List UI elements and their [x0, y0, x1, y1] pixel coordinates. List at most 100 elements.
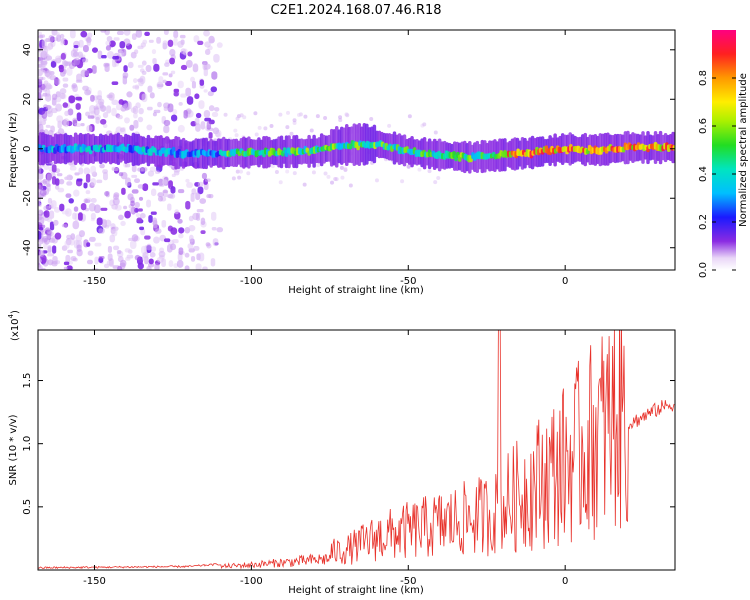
spectrogram-cell	[178, 102, 183, 106]
spectrogram-cell	[185, 59, 193, 68]
spectrogram-cell	[47, 253, 54, 257]
spectrogram-cell	[82, 44, 89, 53]
spectrogram-cell	[147, 170, 155, 177]
spectrogram-cell	[52, 220, 59, 225]
spectrogram-cell	[292, 171, 297, 176]
snr-scale-exponent: 4	[7, 313, 15, 318]
spectrogram-cell	[173, 30, 179, 39]
spectrogram-cell	[65, 193, 72, 198]
spectrogram-cell	[126, 91, 133, 98]
snr-xlabel: Height of straight line (km)	[288, 585, 424, 596]
spectrogram-cell	[46, 173, 52, 182]
spectrogram-cell	[112, 197, 120, 206]
spectrogram-cell	[149, 251, 156, 258]
spectrogram-cell	[186, 182, 194, 188]
spectrogram-cell	[162, 79, 167, 84]
spectrogram-cell	[94, 204, 101, 214]
spectrogram-cell	[200, 121, 206, 130]
spectrogram-cell	[50, 125, 55, 133]
spectrogram-cell	[57, 120, 62, 129]
spectrogram-cell	[106, 35, 113, 42]
spectrogram-cell	[211, 71, 218, 80]
spectrogram-cell	[45, 104, 52, 110]
spectrogram-cell	[150, 211, 157, 215]
spectrogram-cell	[148, 39, 154, 43]
spectrogram-cell	[80, 123, 85, 127]
spectrogram-cell	[338, 118, 343, 123]
spectrogram-cell	[72, 84, 78, 93]
spectrogram-cell	[39, 189, 47, 197]
spectrogram-cell	[152, 217, 158, 226]
spectrogram-cell	[100, 118, 107, 125]
spectrogram-cell	[123, 205, 128, 210]
spectrogram-cell	[188, 224, 196, 232]
spectrogram-cell	[177, 253, 183, 261]
spectrogram-cell	[76, 178, 83, 182]
spectrogram-cell	[164, 62, 170, 67]
snr-y-tick-label: 1.0	[22, 436, 33, 452]
spectrogram-cell	[433, 180, 438, 185]
spectrogram-cell	[111, 107, 117, 117]
spectrogram-cell	[138, 196, 144, 201]
snr-scale-suffix: )	[10, 310, 21, 314]
spectrogram-cell	[54, 232, 62, 240]
snr-scale-label: (x104)	[7, 310, 21, 341]
spectrogram-cell	[54, 31, 60, 36]
spectrogram-cell	[90, 212, 96, 220]
spectrogram-cell	[169, 48, 176, 57]
spectrogram-frame	[37, 29, 676, 271]
spectrogram-cell	[77, 51, 84, 59]
spectrogram-cell	[198, 252, 205, 262]
spectrogram-cell	[158, 76, 164, 85]
spectrogram-cell	[129, 124, 135, 131]
spectrogram-cell	[169, 57, 175, 65]
spectrogram-cell	[51, 164, 57, 173]
spectrogram-cell	[60, 52, 66, 60]
spectrogram-cell	[131, 189, 139, 194]
spectrogram-cell	[417, 167, 422, 172]
spectrogram-cell	[195, 263, 202, 270]
spectrogram-cell	[48, 34, 54, 43]
snr-x-tick-label: -100	[240, 576, 263, 587]
snr-y-tick-label: 0.5	[22, 499, 33, 515]
spectrogram-cell	[157, 101, 162, 108]
spectrogram-cell	[88, 203, 96, 212]
spectrogram-cell	[171, 173, 176, 178]
spectrogram-cell	[49, 221, 55, 231]
spectrogram-cell	[199, 79, 205, 86]
spectrogram-cell	[132, 85, 140, 89]
spectrogram-cell	[144, 31, 150, 36]
spectrogram-cell	[41, 39, 47, 48]
spectrogram-cell	[162, 72, 169, 76]
spectrogram-cell	[89, 236, 96, 242]
spectrogram-cell	[216, 42, 223, 48]
spectrogram-cell	[278, 112, 283, 117]
spectrogram-cell	[180, 64, 188, 71]
spectrogram-cell	[83, 167, 91, 175]
spectrogram-cell	[157, 192, 164, 198]
spectrogram-cell	[56, 115, 64, 123]
spectrogram-cell	[150, 188, 157, 197]
spectrogram-cell	[190, 256, 196, 262]
spectrogram-cell	[60, 39, 65, 46]
spectrogram-cell	[125, 177, 131, 187]
spectrogram-cell	[39, 50, 45, 59]
spectrogram-cell	[285, 125, 290, 130]
spectrogram-cell	[185, 200, 191, 210]
spectrogram-cell	[115, 103, 123, 111]
spectrogram-cell	[98, 228, 104, 234]
spectrogram-cell	[176, 259, 184, 268]
spectrogram-cell	[51, 107, 58, 114]
spectrogram-cell	[195, 123, 201, 132]
spectrogram-cell	[55, 178, 60, 186]
spectrogram-cell	[100, 105, 107, 112]
snr-ylabel: SNR (10 * v/v)	[8, 414, 19, 485]
spectrogram-cell	[122, 75, 128, 85]
spectrogram-cell	[427, 169, 432, 174]
spectrogram-cell	[178, 233, 184, 239]
colorbar-tick-label: 0.6	[698, 118, 709, 134]
spectrogram-cell	[123, 38, 131, 47]
spectrogram-cell	[204, 48, 211, 56]
spectrogram-cell	[343, 166, 348, 171]
spectrogram-cell	[223, 112, 228, 117]
